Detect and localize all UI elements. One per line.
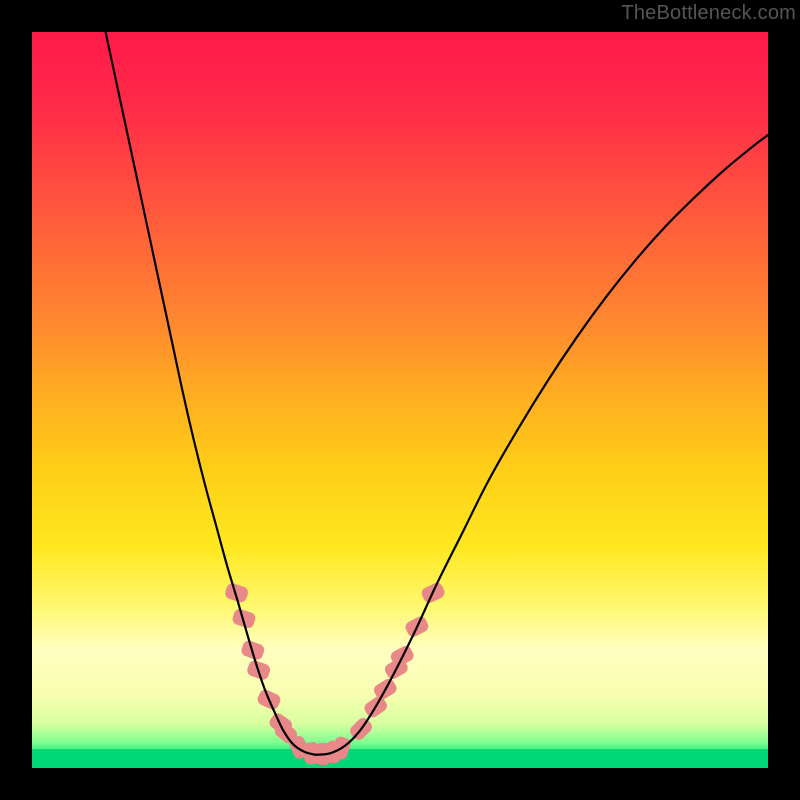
- marker-group: [224, 581, 447, 765]
- plot-svg: [32, 32, 768, 768]
- plot-area: [32, 32, 768, 768]
- chart-container: TheBottleneck.com: [0, 0, 800, 800]
- watermark-text: TheBottleneck.com: [621, 2, 796, 25]
- curve-right: [315, 135, 768, 755]
- curve-left: [106, 32, 316, 755]
